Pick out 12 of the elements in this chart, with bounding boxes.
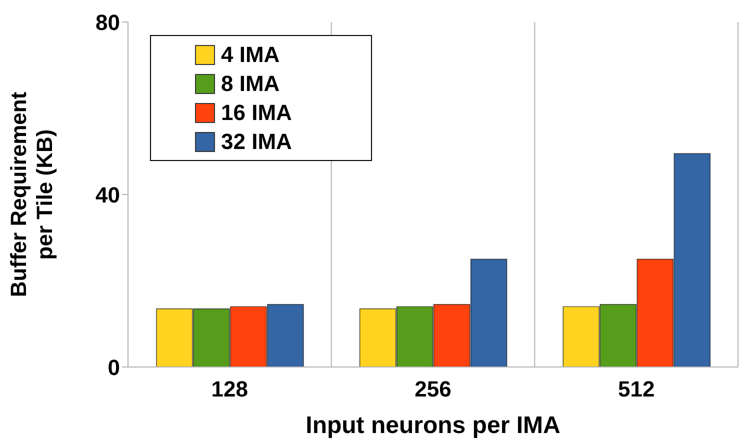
x-tick-label: 128 (211, 376, 248, 402)
y-axis-title: Buffer Requirement per Tile (KB) (6, 91, 57, 298)
legend-label: 32 IMA (221, 128, 292, 154)
legend-label: 8 IMA (221, 70, 280, 96)
y-tick-label: 80 (96, 10, 120, 35)
y-tick-label: 0 (108, 354, 120, 380)
x-tick-label: 512 (618, 376, 655, 402)
legend-label: 16 IMA (221, 100, 292, 126)
x-tick-label: 256 (414, 376, 452, 402)
legend-label: 4 IMA (221, 42, 280, 68)
x-axis-title: Input neurons per IMA (306, 412, 560, 439)
y-tick-label: 40 (96, 182, 120, 208)
